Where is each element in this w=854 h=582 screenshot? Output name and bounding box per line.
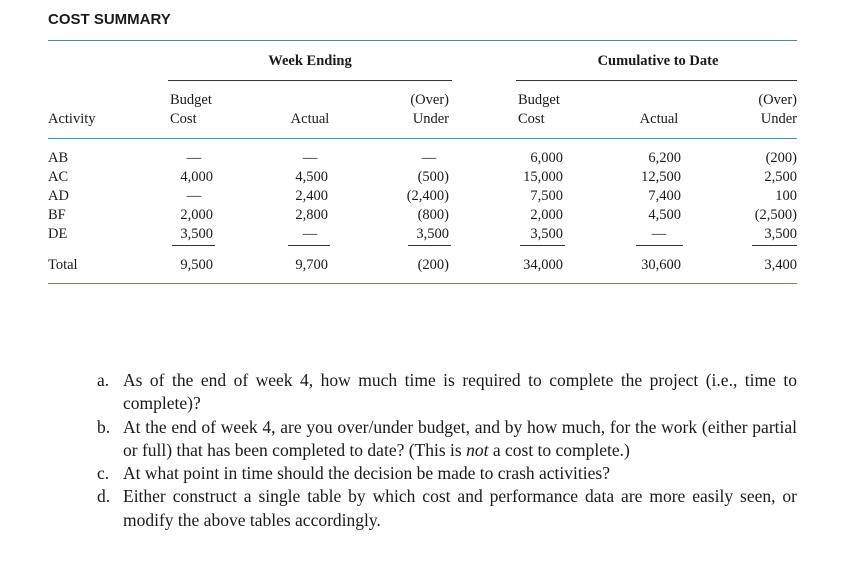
question: d. Either construct a single table by whi… [97,485,797,532]
question-label: c. [97,463,110,484]
column-header: (Over) [410,92,449,108]
column-header: Under [760,111,797,127]
cell: 7,400 [648,188,681,204]
cell: 3,400 [764,257,797,273]
rule [636,245,683,246]
question-text: At the end of week 4, are you over/under… [123,416,797,460]
cell: 2,400 [295,188,328,204]
question-text: As of the end of week 4, how much time i… [123,370,797,414]
cell: AC [48,169,69,185]
cell: — [651,226,667,242]
cell: DE [48,226,68,242]
cell: — [302,150,318,166]
question-label: b. [97,416,111,437]
cell: — [302,226,318,242]
cell: — [421,150,437,166]
cell: 7,500 [530,188,563,204]
column-header: (Over) [758,92,797,108]
question: c. At what point in time should the decis… [97,462,797,485]
cell: 4,000 [180,169,213,185]
cell: 100 [775,188,797,204]
cell: (200) [765,150,797,166]
rule [288,245,330,246]
column-header: Under [412,111,449,127]
cell: 30,600 [641,257,681,273]
cell: 12,500 [641,169,681,185]
cell: 3,500 [764,226,797,242]
column-header: Cost [170,111,197,127]
questions: a. As of the end of week 4, how much time… [97,369,797,532]
column-header: Actual [639,111,679,127]
rule [408,245,451,246]
rule [48,283,797,284]
question-text: At what point in time should the decisio… [123,463,610,484]
cell: 6,200 [648,150,681,166]
rule [168,80,452,81]
cell: 3,500 [180,226,213,242]
cell: (200) [417,257,449,273]
column-header: Activity [48,111,96,127]
rule [516,80,797,81]
question-label: d. [97,486,111,507]
cell: 4,500 [295,169,328,185]
cell: 9,700 [295,257,328,273]
cell: 6,000 [530,150,563,166]
question-text: not [466,439,489,460]
cell: 4,500 [648,207,681,223]
cell: 9,500 [180,257,213,273]
question-text: Either construct a single table by which… [123,486,797,530]
cell: BF [48,207,66,223]
cell: 15,000 [523,169,563,185]
group-header: Cumulative to Date [597,53,719,69]
cell: (2,500) [754,207,797,223]
column-header: Actual [290,111,330,127]
title: COST SUMMARY [48,11,171,28]
cell: 3,500 [416,226,449,242]
cell: (800) [417,207,449,223]
cell: 3,500 [530,226,563,242]
cell: 2,800 [295,207,328,223]
rule [172,245,215,246]
cell: (500) [417,169,449,185]
cell: AD [48,188,69,204]
cell: — [186,150,202,166]
group-header: Week Ending [268,53,352,69]
column-header: Cost [518,111,545,127]
cell: 2,500 [764,169,797,185]
cell: 34,000 [523,257,563,273]
cell: 2,000 [530,207,563,223]
column-header: Budget [518,92,560,108]
question: a. As of the end of week 4, how much time… [97,369,797,416]
question-label: a. [97,370,110,390]
cell: 2,000 [180,207,213,223]
cell: AB [48,150,69,166]
rule [520,245,565,246]
column-header: Budget [170,92,212,108]
question-text: a cost to complete.) [488,439,630,460]
rule [752,245,797,246]
question: b. At the end of week 4, are you over/und… [97,416,797,463]
cell: — [186,188,202,204]
cell: (2,400) [406,188,449,204]
cell: Total [48,257,78,273]
rule [48,40,797,41]
rule [48,138,797,139]
